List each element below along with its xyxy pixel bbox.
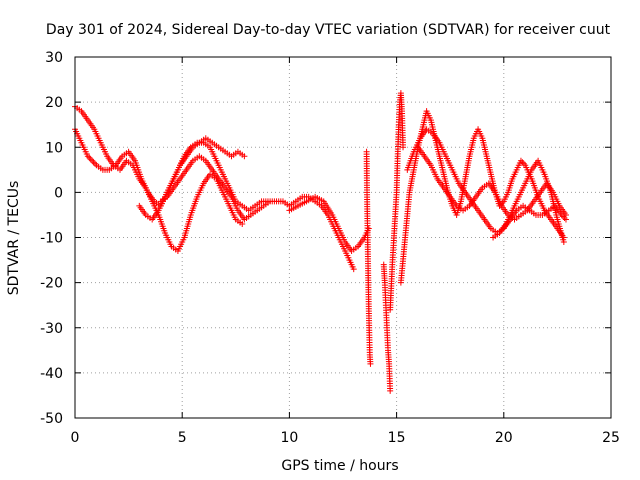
- chart-title: Day 301 of 2024, Sidereal Day-to-day VTE…: [46, 22, 611, 38]
- x-axis-title: GPS time / hours: [281, 458, 398, 474]
- x-tick-label: 25: [602, 430, 620, 446]
- series-track-g: [380, 261, 394, 394]
- data-point: [92, 160, 99, 167]
- series-track-i: [397, 108, 567, 286]
- data-point: [350, 266, 357, 273]
- data-marks: [72, 90, 569, 394]
- series-track-d: [157, 153, 357, 273]
- y-tick-label: -20: [40, 276, 63, 292]
- y-tick-label: -30: [40, 321, 63, 337]
- data-point: [87, 156, 94, 163]
- data-point: [400, 144, 407, 151]
- y-tick-label: -50: [40, 411, 63, 427]
- series-track-l: [490, 157, 567, 246]
- series-track-f: [363, 148, 374, 367]
- x-tick-label: 0: [71, 430, 80, 446]
- x-tick-label: 10: [280, 430, 298, 446]
- y-tick-label: 0: [54, 185, 63, 201]
- y-tick-label: 10: [45, 140, 63, 156]
- x-tick-label: 20: [495, 430, 513, 446]
- y-tick-label: 30: [45, 50, 63, 66]
- plot-frame: [74, 56, 612, 419]
- data-point: [239, 220, 246, 227]
- series-track-k: [415, 144, 569, 223]
- data-point: [90, 159, 97, 166]
- x-tick-label: 15: [388, 430, 406, 446]
- y-tick-label: -10: [40, 231, 63, 247]
- series-track-h: [387, 90, 407, 313]
- x-tick-label: 5: [178, 430, 187, 446]
- data-point: [560, 213, 567, 220]
- data-point: [241, 153, 248, 160]
- data-point: [367, 360, 374, 367]
- y-tick-labels: -50 -40 -30 -20 -10 0 10 20 30: [40, 50, 63, 427]
- data-point: [387, 387, 394, 394]
- x-tick-labels: 0 5 10 15 20 25: [71, 430, 620, 446]
- series-track-e: [286, 193, 372, 255]
- data-point: [560, 239, 567, 246]
- y-axis-title: SDTVAR / TECUs: [6, 181, 22, 296]
- y-tick-label: 20: [45, 95, 63, 111]
- data-point: [562, 211, 569, 218]
- y-tick-label: -40: [40, 366, 63, 382]
- data-point: [89, 157, 96, 164]
